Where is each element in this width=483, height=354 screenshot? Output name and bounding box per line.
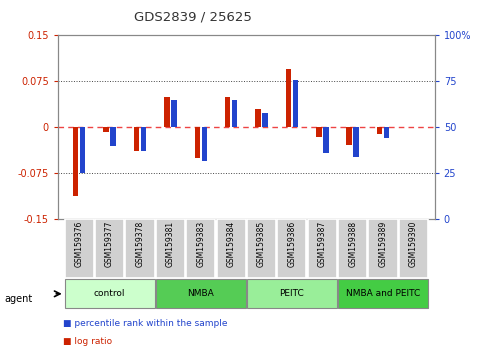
Bar	[80, 127, 85, 173]
Bar	[354, 127, 359, 157]
Bar	[262, 113, 268, 127]
Bar	[247, 219, 276, 278]
Text: NMBA and PEITC: NMBA and PEITC	[346, 289, 420, 298]
Bar	[186, 219, 215, 278]
Bar	[156, 219, 185, 278]
Text: GSM159378: GSM159378	[136, 221, 144, 267]
Bar	[346, 127, 352, 145]
Bar	[111, 127, 116, 146]
Text: GSM159389: GSM159389	[379, 221, 387, 267]
Text: GSM159383: GSM159383	[196, 221, 205, 267]
Bar	[338, 219, 367, 278]
Bar	[232, 100, 237, 127]
Bar	[95, 219, 124, 278]
Bar	[73, 127, 78, 196]
Text: GSM159377: GSM159377	[105, 221, 114, 267]
Bar	[216, 219, 246, 278]
Bar	[323, 127, 328, 153]
Bar	[65, 280, 155, 308]
Bar	[141, 127, 146, 152]
Bar	[247, 280, 337, 308]
Bar	[285, 69, 291, 127]
Bar	[103, 127, 109, 132]
Text: ■ log ratio: ■ log ratio	[63, 337, 112, 346]
Text: GSM159386: GSM159386	[287, 221, 297, 267]
Text: GSM159385: GSM159385	[257, 221, 266, 267]
Text: PEITC: PEITC	[280, 289, 304, 298]
Bar	[384, 127, 389, 138]
Bar	[126, 219, 155, 278]
Text: GSM159390: GSM159390	[409, 221, 418, 267]
Bar	[338, 280, 428, 308]
Text: GSM159384: GSM159384	[227, 221, 236, 267]
Bar	[171, 100, 177, 127]
Bar	[201, 127, 207, 161]
Text: GSM159376: GSM159376	[75, 221, 84, 267]
Bar	[277, 219, 307, 278]
Bar	[164, 97, 170, 127]
Text: NMBA: NMBA	[187, 289, 214, 298]
Bar	[399, 219, 428, 278]
Bar	[195, 127, 200, 158]
Text: GSM159387: GSM159387	[318, 221, 327, 267]
Text: control: control	[94, 289, 126, 298]
Bar	[65, 219, 94, 278]
Bar	[293, 80, 298, 127]
Bar	[256, 109, 261, 127]
Text: agent: agent	[5, 294, 33, 304]
Bar	[369, 219, 398, 278]
Text: GSM159381: GSM159381	[166, 221, 175, 267]
Bar	[308, 219, 337, 278]
Bar	[134, 127, 139, 151]
Text: ■ percentile rank within the sample: ■ percentile rank within the sample	[63, 319, 227, 329]
Text: GSM159388: GSM159388	[348, 221, 357, 267]
Bar	[156, 280, 246, 308]
Bar	[225, 97, 230, 127]
Text: GDS2839 / 25625: GDS2839 / 25625	[134, 10, 252, 23]
Bar	[316, 127, 322, 137]
Bar	[377, 127, 382, 133]
